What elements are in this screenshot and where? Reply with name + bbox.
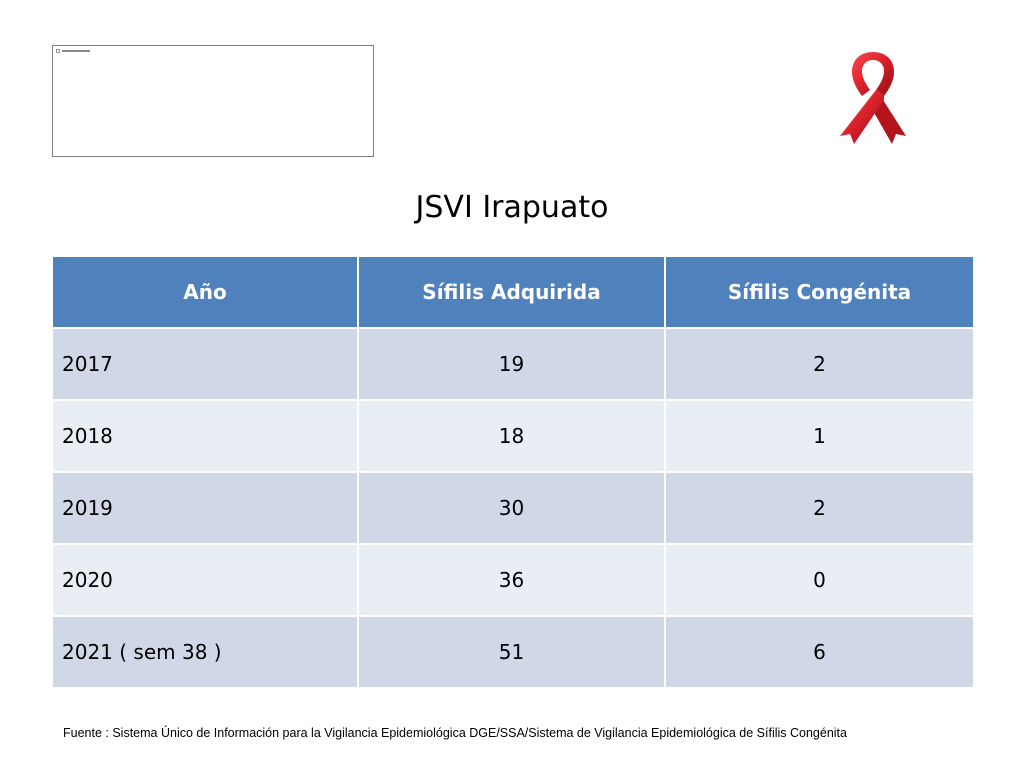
- table-header-row: Año Sífilis Adquirida Sífilis Congénita: [51, 255, 975, 329]
- cell-congenital: 1: [664, 399, 975, 473]
- cell-acquired: 18: [357, 399, 666, 473]
- cell-congenital: 0: [664, 543, 975, 617]
- cell-congenital: 2: [664, 327, 975, 401]
- logo-placeholder: [52, 45, 374, 157]
- header-congenital: Sífilis Congénita: [664, 255, 975, 329]
- cell-year: 2021 ( sem 38 ): [51, 615, 359, 689]
- cell-acquired: 51: [357, 615, 666, 689]
- table-row: 2019 30 2: [51, 471, 975, 545]
- page-title: JSVI Irapuato: [415, 190, 609, 225]
- cell-year: 2020: [51, 543, 359, 617]
- cell-year: 2019: [51, 471, 359, 545]
- cell-year: 2018: [51, 399, 359, 473]
- table-row: 2018 18 1: [51, 399, 975, 473]
- source-note: Fuente : Sistema Único de Información pa…: [63, 726, 847, 740]
- table-row: 2017 19 2: [51, 327, 975, 401]
- cell-acquired: 30: [357, 471, 666, 545]
- header-year: Año: [51, 255, 359, 329]
- cell-congenital: 2: [664, 471, 975, 545]
- cell-acquired: 19: [357, 327, 666, 401]
- broken-image-icon: [56, 49, 90, 53]
- cell-congenital: 6: [664, 615, 975, 689]
- red-ribbon-icon: [840, 52, 906, 144]
- table-row: 2020 36 0: [51, 543, 975, 617]
- cell-acquired: 36: [357, 543, 666, 617]
- cell-year: 2017: [51, 327, 359, 401]
- syphilis-cases-table: Año Sífilis Adquirida Sífilis Congénita …: [51, 255, 975, 689]
- header-acquired: Sífilis Adquirida: [357, 255, 666, 329]
- table-row: 2021 ( sem 38 ) 51 6: [51, 615, 975, 689]
